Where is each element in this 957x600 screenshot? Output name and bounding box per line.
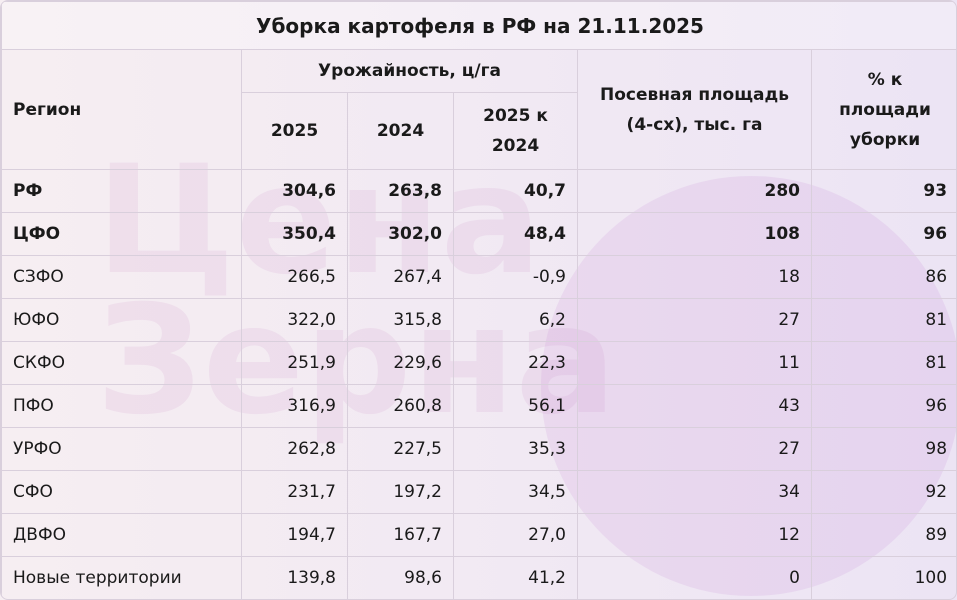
value-cell: -0,9	[453, 255, 578, 299]
value-cell: 18	[577, 255, 812, 299]
value-cell: 100	[810, 556, 956, 599]
table-row: ЦФО 350,4 302,0 48,4 108 96	[1, 212, 956, 256]
header-cell: Посевная площадь (4-сх), тыс. га	[577, 49, 812, 170]
value-cell: 350,4	[241, 212, 348, 256]
value-cell: 260,8	[347, 384, 454, 428]
value-cell: 167,7	[347, 513, 454, 557]
value-cell: 11	[577, 341, 812, 385]
value-cell: 22,3	[453, 341, 578, 385]
value-cell: 40,7	[453, 169, 578, 213]
value-cell: 108	[577, 212, 812, 256]
table-row: ПФО 316,9 260,8 56,1 43 96	[1, 384, 956, 428]
value-cell: 92	[810, 470, 956, 514]
value-cell: 0	[577, 556, 812, 599]
value-cell: 96	[810, 384, 956, 428]
header-cell: Урожайность, ц/га	[241, 49, 578, 93]
table-row: Новые территории 139,8 98,6 41,2 0 100	[1, 556, 956, 599]
value-cell: 56,1	[453, 384, 578, 428]
table-row: СФО 231,7 197,2 34,5 34 92	[1, 470, 956, 514]
header-cell: 2025	[241, 92, 348, 170]
value-cell: 227,5	[347, 427, 454, 471]
value-cell: 98,6	[347, 556, 454, 599]
value-cell: 251,9	[241, 341, 348, 385]
value-cell: 27	[577, 298, 812, 342]
value-cell: 43	[577, 384, 812, 428]
value-cell: 93	[810, 169, 956, 213]
value-cell: 316,9	[241, 384, 348, 428]
value-cell: 86	[810, 255, 956, 299]
region-cell: УРФО	[1, 427, 242, 471]
region-cell: ЮФО	[1, 298, 242, 342]
table-body: РФ 304,6 263,8 40,7 280 93 ЦФО 350,4 302,0 48,4 10…	[1, 169, 956, 599]
value-cell: 41,2	[453, 556, 578, 599]
value-cell: 34,5	[453, 470, 578, 514]
value-cell: 304,6	[241, 169, 348, 213]
value-cell: 197,2	[347, 470, 454, 514]
region-cell: ПФО	[1, 384, 242, 428]
header-cell: 2025 к 2024	[453, 92, 578, 170]
header-cell: Регион	[1, 49, 242, 170]
region-cell: СФО	[1, 470, 242, 514]
value-cell: 98	[810, 427, 956, 471]
region-cell: СЗФО	[1, 255, 242, 299]
value-cell: 231,7	[241, 470, 348, 514]
region-cell: ЦФО	[1, 212, 242, 256]
value-cell: 89	[810, 513, 956, 557]
value-cell: 266,5	[241, 255, 348, 299]
region-cell: СКФО	[1, 341, 242, 385]
value-cell: 27,0	[453, 513, 578, 557]
value-cell: 12	[577, 513, 812, 557]
table-title: Уборка картофеля в РФ на 21.11.2025	[1, 1, 956, 50]
value-cell: 302,0	[347, 212, 454, 256]
value-cell: 35,3	[453, 427, 578, 471]
table-row: ДВФО 194,7 167,7 27,0 12 89	[1, 513, 956, 557]
value-cell: 267,4	[347, 255, 454, 299]
region-cell: РФ	[1, 169, 242, 213]
value-cell: 81	[810, 298, 956, 342]
region-cell: ДВФО	[1, 513, 242, 557]
value-cell: 194,7	[241, 513, 348, 557]
header-cell: 2024	[347, 92, 454, 170]
value-cell: 315,8	[347, 298, 454, 342]
header-cell: % к площади уборки	[810, 49, 956, 170]
table-row: УРФО 262,8 227,5 35,3 27 98	[1, 427, 956, 471]
value-cell: 229,6	[347, 341, 454, 385]
table-row: РФ 304,6 263,8 40,7 280 93	[1, 169, 956, 213]
table-row: СКФО 251,9 229,6 22,3 11 81	[1, 341, 956, 385]
value-cell: 48,4	[453, 212, 578, 256]
value-cell: 34	[577, 470, 812, 514]
region-cell: Новые территории	[1, 556, 242, 599]
value-cell: 27	[577, 427, 812, 471]
value-cell: 322,0	[241, 298, 348, 342]
value-cell: 262,8	[241, 427, 348, 471]
value-cell: 280	[577, 169, 812, 213]
value-cell: 139,8	[241, 556, 348, 599]
table-row: СЗФО 266,5 267,4 -0,9 18 86	[1, 255, 956, 299]
value-cell: 263,8	[347, 169, 454, 213]
value-cell: 6,2	[453, 298, 578, 342]
table-row: ЮФО 322,0 315,8 6,2 27 81	[1, 298, 956, 342]
value-cell: 81	[810, 341, 956, 385]
value-cell: 96	[810, 212, 956, 256]
